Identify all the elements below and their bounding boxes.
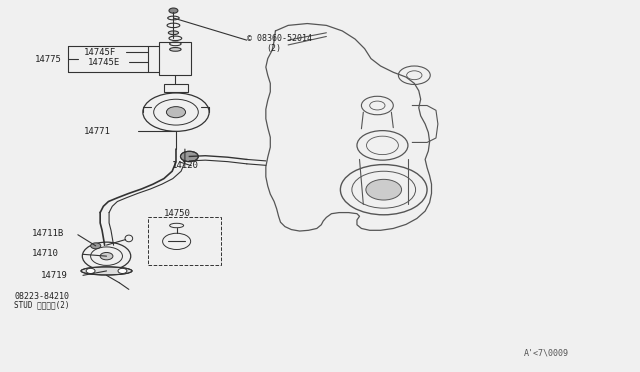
Circle shape bbox=[118, 268, 127, 273]
Text: 14771: 14771 bbox=[84, 127, 111, 136]
Bar bbox=[164, 84, 188, 92]
Bar bbox=[148, 217, 221, 265]
Ellipse shape bbox=[170, 48, 181, 51]
Text: 14719: 14719 bbox=[41, 271, 68, 280]
Ellipse shape bbox=[168, 31, 179, 35]
Circle shape bbox=[100, 253, 113, 260]
Text: 14745E: 14745E bbox=[88, 58, 120, 67]
Circle shape bbox=[91, 243, 100, 249]
Text: (2): (2) bbox=[266, 44, 281, 53]
Text: 14745F: 14745F bbox=[84, 48, 116, 57]
Circle shape bbox=[169, 8, 178, 13]
Text: © 08360-52014: © 08360-52014 bbox=[246, 34, 312, 43]
Circle shape bbox=[86, 268, 95, 273]
Circle shape bbox=[366, 179, 401, 200]
Ellipse shape bbox=[81, 267, 132, 275]
Bar bbox=[159, 42, 191, 75]
Text: 08223-84210: 08223-84210 bbox=[14, 292, 69, 301]
Circle shape bbox=[180, 151, 198, 161]
Text: STUD スタッド(2): STUD スタッド(2) bbox=[14, 300, 70, 310]
Circle shape bbox=[166, 107, 186, 118]
Text: 14750: 14750 bbox=[164, 209, 191, 218]
Text: 14711B: 14711B bbox=[32, 229, 64, 238]
Text: A'<7\0009: A'<7\0009 bbox=[524, 349, 569, 357]
Text: 14710: 14710 bbox=[32, 249, 59, 258]
Text: 14775: 14775 bbox=[35, 55, 62, 64]
Text: 14120: 14120 bbox=[172, 161, 198, 170]
